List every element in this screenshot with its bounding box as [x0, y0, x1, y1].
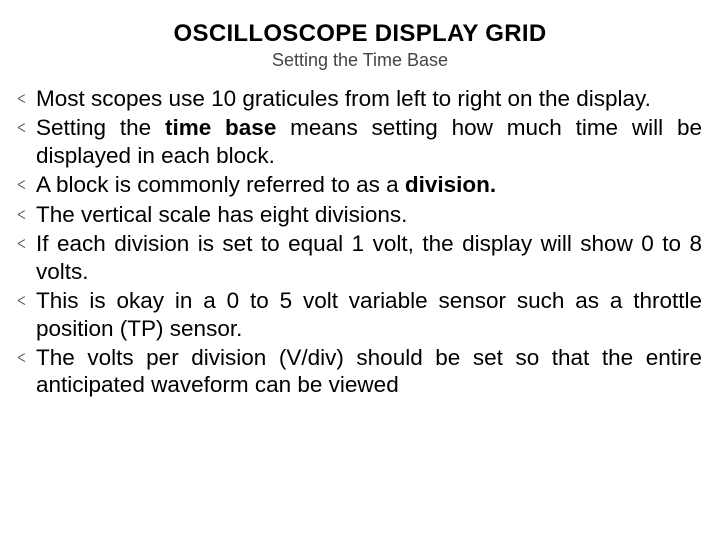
bullet-arrow-icon [18, 127, 28, 128]
bullet-item: Setting the time base means setting how … [18, 114, 702, 169]
bullet-text-pre: If each division is set to equal 1 volt,… [36, 231, 702, 283]
bullet-arrow-icon [18, 243, 28, 244]
bullet-item: Most scopes use 10 graticules from left … [18, 85, 702, 112]
bullet-item: A block is commonly referred to as a div… [18, 171, 702, 198]
bullet-item: This is okay in a 0 to 5 volt variable s… [18, 287, 702, 342]
bullet-item: The vertical scale has eight divisions. [18, 201, 702, 228]
bullet-text-pre: Most scopes use 10 graticules from left … [36, 86, 651, 111]
slide-subtitle: Setting the Time Base [18, 50, 702, 71]
bullet-item: If each division is set to equal 1 volt,… [18, 230, 702, 285]
bullet-arrow-icon [18, 98, 28, 99]
bullet-arrow-icon [18, 184, 28, 185]
bullet-text-bold: time base [165, 115, 276, 140]
bullet-item: The volts per division (V/div) should be… [18, 344, 702, 399]
bullet-arrow-icon [18, 357, 28, 358]
slide-title: OSCILLOSCOPE DISPLAY GRID [18, 20, 702, 48]
bullet-text-pre: The vertical scale has eight divisions. [36, 202, 407, 227]
bullet-text-pre: This is okay in a 0 to 5 volt variable s… [36, 288, 702, 340]
bullet-list: Most scopes use 10 graticules from left … [18, 85, 702, 399]
slide-root: OSCILLOSCOPE DISPLAY GRID Setting the Ti… [0, 0, 720, 540]
bullet-arrow-icon [18, 214, 28, 215]
bullet-text-bold: division. [405, 172, 496, 197]
bullet-text-pre: The volts per division (V/div) should be… [36, 345, 702, 397]
bullet-text-pre: Setting the [36, 115, 165, 140]
bullet-text-pre: A block is commonly referred to as a [36, 172, 405, 197]
bullet-arrow-icon [18, 300, 28, 301]
